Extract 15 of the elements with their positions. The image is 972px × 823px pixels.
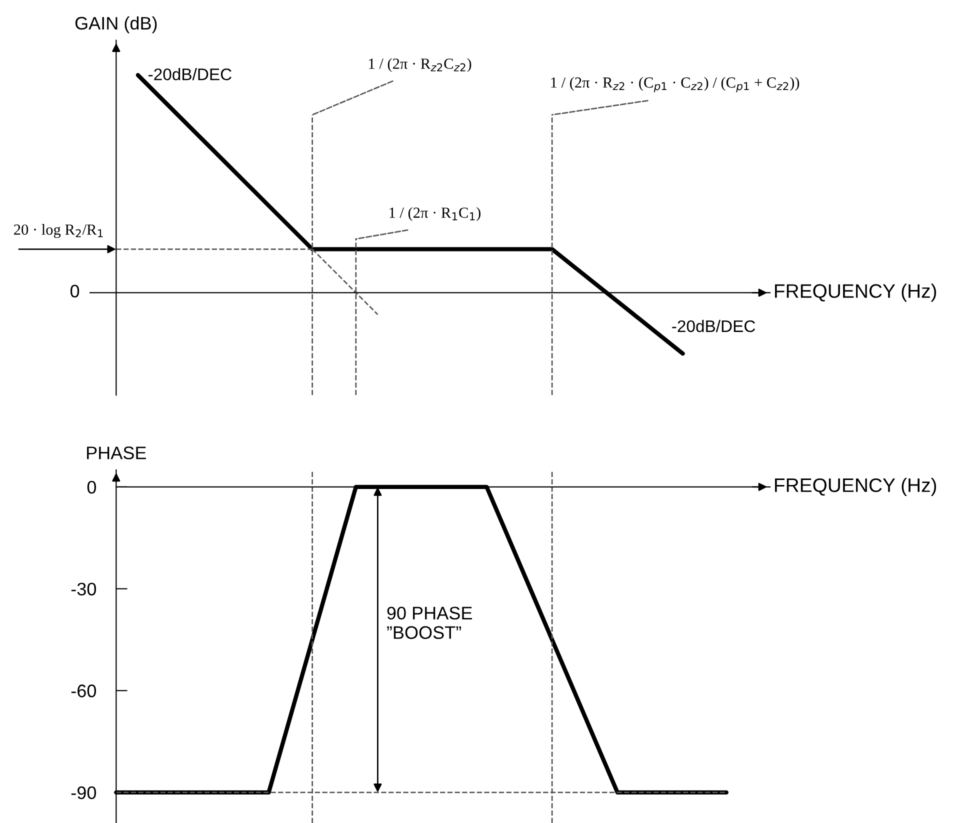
y-tick-label: 0 — [87, 480, 96, 494]
y-axis-title: PHASE — [87, 446, 146, 460]
annotation: 1 / (2π · R$_{1}$C$_{1}$) — [390, 207, 480, 221]
y-tick-label: -90 — [71, 786, 96, 800]
annotation: -20dB/DEC — [672, 320, 756, 332]
y-tick-label: -30 — [71, 582, 96, 596]
annotation: 90 PHASE ”BOOST” — [387, 606, 472, 639]
text: 1 / (2π · R$_{z2}$ · (C$_{p1}$ · C$_{z2}$) / (C$_{p1}$ + C$_{z2}$)) — [551, 76, 800, 92]
x-axis-title: FREQUENCY (Hz) — [775, 284, 936, 302]
y-axis-title: GAIN (dB) — [75, 16, 157, 34]
x-axis-title: FREQUENCY (Hz) — [775, 478, 936, 496]
annotation: 20 · log R$_{2}$/R$_{1}$ — [14, 224, 103, 238]
y-tick-label: -60 — [71, 684, 96, 698]
annotation: -20dB/DEC — [148, 68, 232, 80]
text: 1 / (2π · R$_{z2}$C$_{z2}$) — [369, 58, 472, 72]
